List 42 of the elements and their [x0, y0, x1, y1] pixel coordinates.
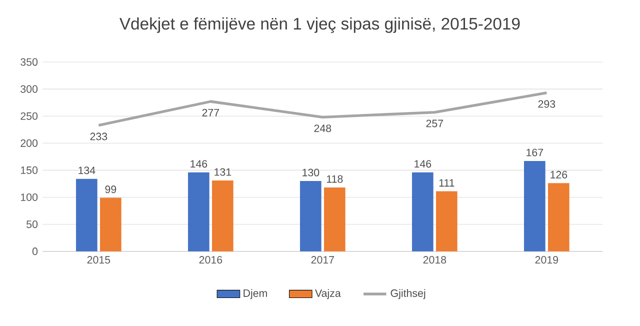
data-label: 167 — [526, 148, 544, 156]
legend-label: Vajza — [315, 289, 341, 300]
data-label: 277 — [202, 108, 220, 116]
y-tick-label: 300 — [20, 85, 38, 93]
data-label: 146 — [414, 160, 432, 168]
y-tick-label: 350 — [20, 58, 38, 66]
bar — [548, 183, 570, 252]
data-label: 134 — [78, 166, 96, 174]
x-tick-label: 2016 — [199, 256, 222, 264]
data-label: 111 — [439, 179, 454, 187]
x-tick-label: 2015 — [87, 256, 110, 264]
x-tick-label: 2017 — [311, 256, 334, 264]
x-tick-label: 2019 — [535, 256, 558, 264]
legend-label: Gjithsej — [390, 289, 426, 300]
data-label: 118 — [326, 175, 343, 183]
bar — [76, 178, 98, 252]
data-label: 146 — [190, 160, 208, 168]
data-label: 126 — [550, 170, 568, 178]
data-label: 293 — [538, 100, 556, 108]
bar — [300, 181, 322, 252]
bar — [524, 161, 546, 252]
bar — [412, 172, 434, 252]
y-tick-label: 150 — [20, 166, 38, 174]
y-tick-label: 200 — [20, 139, 38, 147]
data-label: 131 — [214, 168, 232, 176]
bar — [212, 180, 234, 252]
y-tick-label: 100 — [20, 193, 38, 202]
y-tick-label: 250 — [20, 112, 38, 120]
data-label: 99 — [105, 186, 116, 194]
y-tick-label: 0 — [32, 248, 38, 256]
data-label: 233 — [90, 132, 108, 140]
data-label: 257 — [426, 120, 444, 128]
chart-title: Vdekjet e fëmijëve nën 1 vjeç sipas gjinisë, 2015-2019 — [120, 17, 520, 33]
bar — [100, 198, 122, 252]
data-label: 248 — [314, 124, 332, 132]
data-label: 130 — [302, 168, 320, 176]
bar — [324, 188, 346, 252]
bar — [436, 191, 458, 252]
bar — [188, 172, 210, 252]
x-tick-label: 2018 — [423, 256, 446, 264]
y-tick-label: 50 — [26, 220, 38, 228]
legend-label: Djem — [244, 289, 267, 300]
